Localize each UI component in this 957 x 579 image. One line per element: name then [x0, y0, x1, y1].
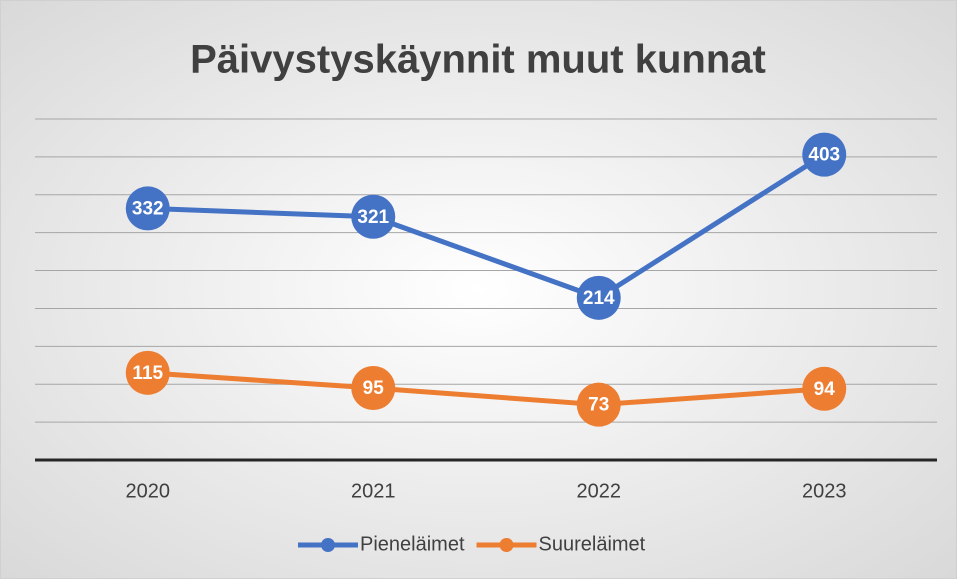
- series-line: [147, 152, 826, 301]
- data-point: [576, 382, 621, 427]
- legend-marker: [321, 538, 335, 552]
- data-label: 73: [588, 395, 609, 416]
- legend-marker: [499, 538, 514, 552]
- data-label: 95: [363, 378, 385, 399]
- data-point: [576, 275, 621, 320]
- data-label: 94: [814, 379, 836, 400]
- data-point: [125, 186, 170, 231]
- legend-label: Suureläimet: [539, 533, 646, 555]
- data-point: [802, 366, 847, 411]
- x-tick-label: 2021: [351, 480, 396, 502]
- data-label: 403: [808, 145, 840, 166]
- chart-title: Päivystyskäynnit muut kunnat: [190, 38, 766, 82]
- data-label: 321: [357, 207, 389, 228]
- data-label: 214: [583, 288, 615, 309]
- data-point: [351, 366, 396, 411]
- x-tick-label: 2020: [126, 480, 171, 502]
- series-line: [147, 370, 825, 408]
- data-point: [351, 194, 396, 239]
- x-tick-label: 2023: [802, 480, 847, 502]
- x-tick-label: 2022: [577, 480, 622, 502]
- data-point: [802, 132, 847, 177]
- data-label: 115: [132, 363, 163, 384]
- legend-label: Pieneläimet: [360, 533, 465, 555]
- data-label: 332: [132, 198, 164, 219]
- data-point: [125, 350, 170, 395]
